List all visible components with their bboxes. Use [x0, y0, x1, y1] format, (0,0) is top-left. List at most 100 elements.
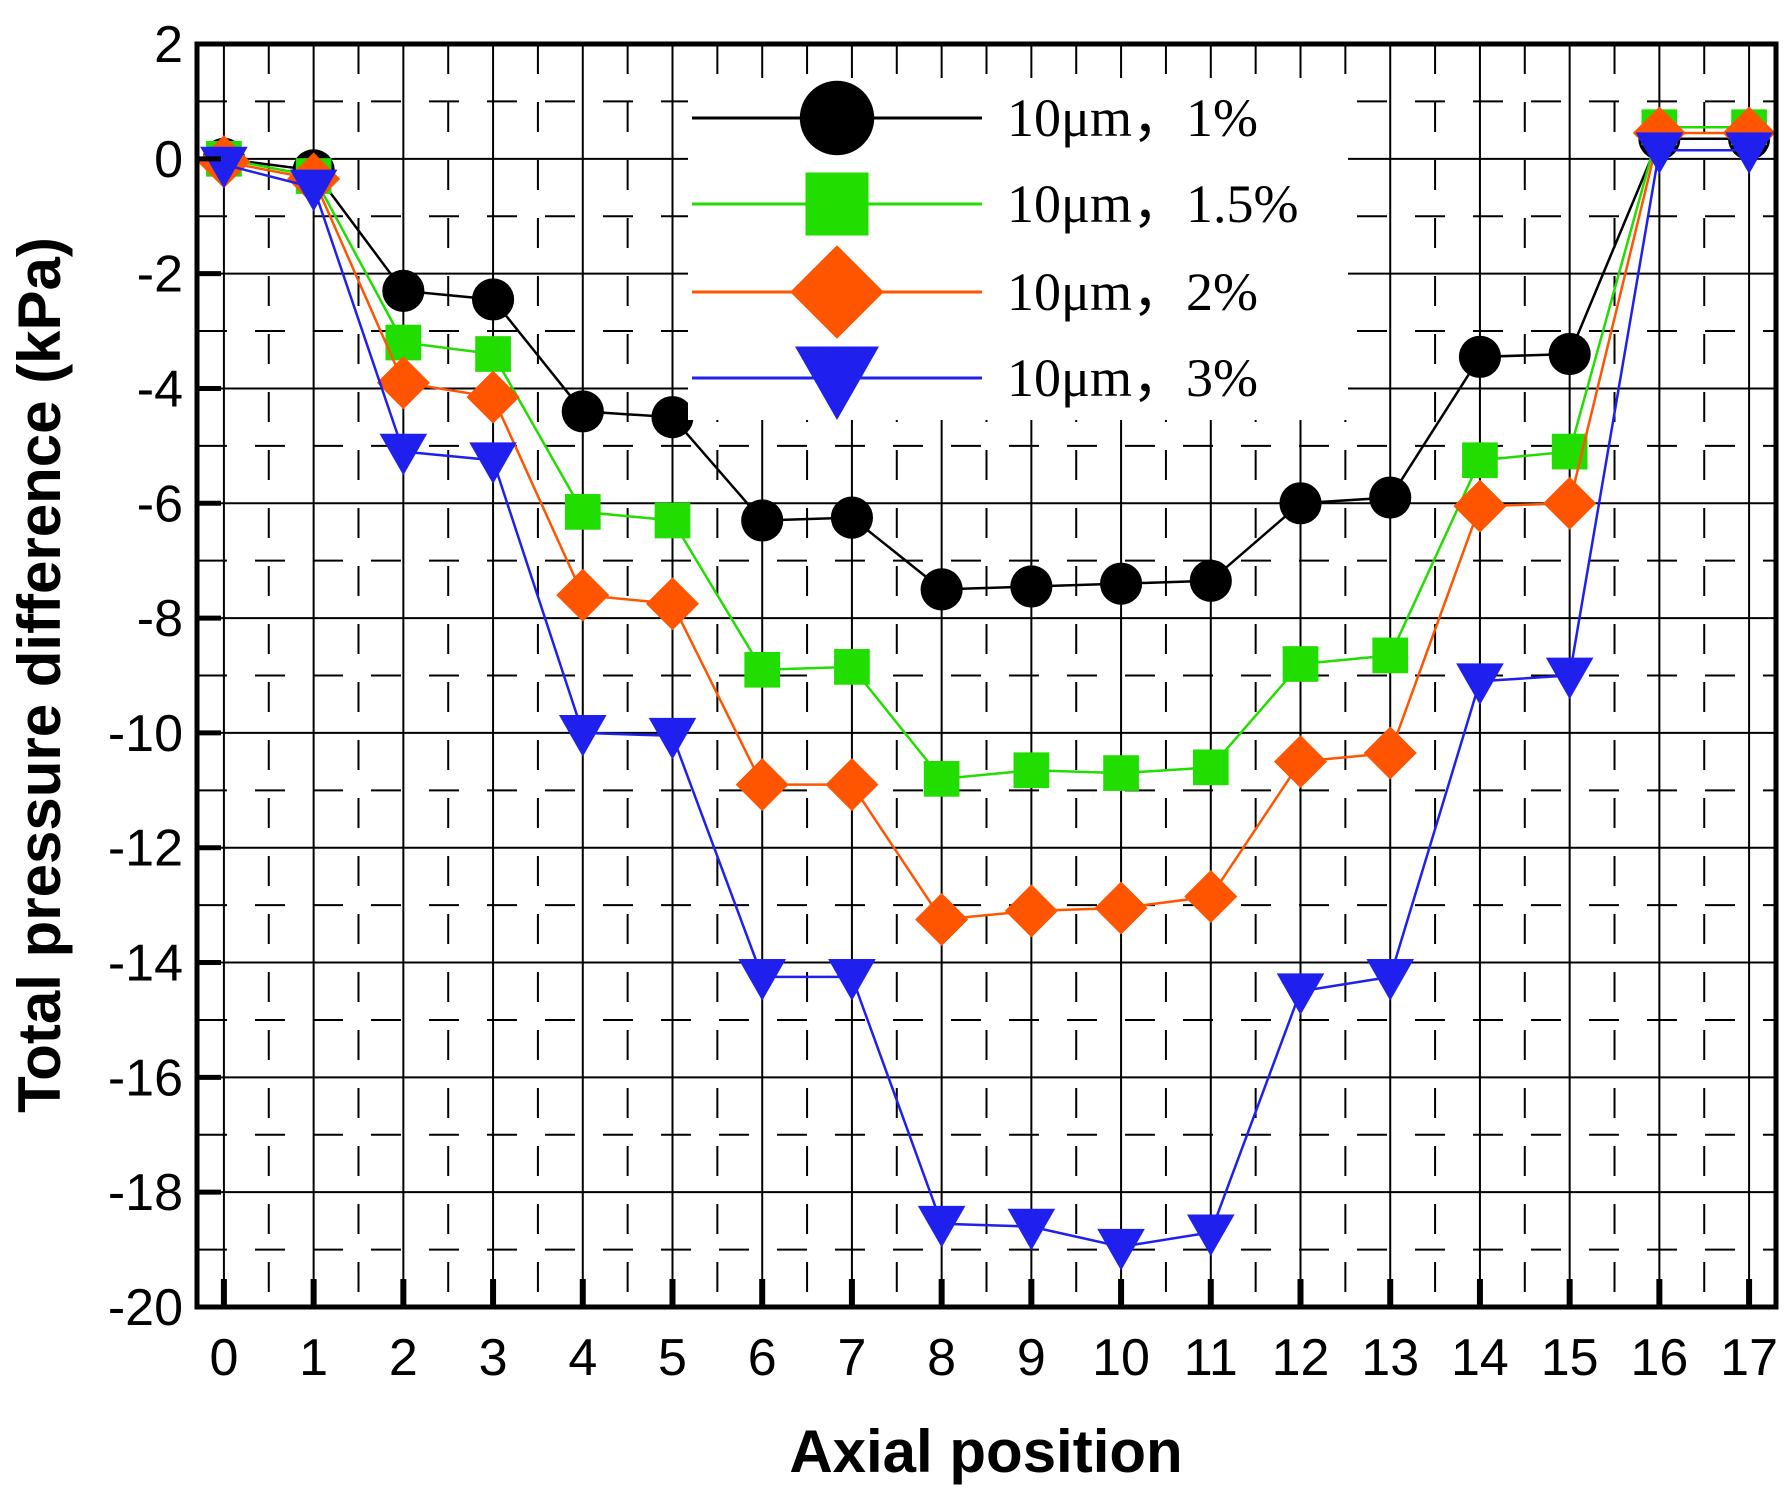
x-tick-label: 4 [568, 1329, 597, 1387]
axes: 0 1 2 3 4 5 6 7 8 9 10 11 12 13 14 15 16 1720-2-4-6-8-10-… [108, 16, 1778, 1387]
x-tick-label: 8 [927, 1329, 956, 1387]
x-tick-label: 11 [1184, 1329, 1238, 1387]
data-point [1007, 1208, 1056, 1251]
legend-background [688, 78, 1348, 420]
y-tick-label: -14 [108, 935, 183, 993]
data-point [1372, 637, 1409, 674]
data-point [471, 278, 515, 321]
data-point [1186, 1214, 1235, 1257]
data-point [1184, 870, 1238, 924]
data-point [475, 336, 511, 372]
y-tick-label: -2 [137, 246, 183, 304]
data-point [1273, 735, 1328, 789]
data-point [1458, 335, 1502, 378]
data-point [1462, 442, 1498, 479]
data-point [648, 717, 697, 760]
data-point [466, 370, 520, 424]
data-point [1279, 482, 1322, 525]
series-line [223, 148, 1750, 1248]
x-tick-label: 2 [389, 1329, 418, 1387]
data-point [828, 959, 876, 1001]
data-point [1013, 752, 1050, 789]
y-axis-title: Total pressure difference (kPa) [6, 237, 73, 1113]
data-point [915, 892, 969, 947]
data-point [1545, 657, 1594, 700]
data-point [564, 494, 601, 530]
legend-label: 10μm，1.5% [1007, 174, 1298, 234]
data-point [830, 496, 874, 539]
y-tick-label: -16 [108, 1049, 183, 1107]
data-point [1004, 884, 1058, 938]
plot-frame [194, 41, 1779, 1310]
data-point [561, 390, 604, 433]
x-tick-label: 7 [837, 1329, 866, 1387]
data-point [556, 568, 610, 622]
data-point [1635, 132, 1684, 175]
x-tick-label: 15 [1541, 1329, 1599, 1387]
data-point [1366, 959, 1415, 1001]
legend-label: 10μm，3% [1007, 348, 1258, 408]
x-tick-label: 10 [1092, 1329, 1150, 1387]
data-point [1363, 726, 1417, 780]
x-tick-label: 6 [748, 1329, 777, 1387]
x-tick-label: 3 [479, 1329, 508, 1387]
series-4 [200, 132, 1773, 1271]
data-point [834, 649, 870, 685]
data-point [376, 356, 430, 410]
data-point [741, 499, 784, 542]
data-point [654, 502, 691, 539]
data-point [825, 758, 879, 812]
x-tick-label: 16 [1630, 1329, 1688, 1387]
data-point [382, 269, 425, 312]
x-tick-label: 9 [1017, 1329, 1046, 1387]
y-tick-label: -8 [137, 590, 183, 648]
data-point [1543, 476, 1597, 530]
x-axis-title: Axial position [789, 1418, 1182, 1485]
x-tick-label: 5 [658, 1329, 687, 1387]
data-point [1548, 332, 1591, 376]
data-point [738, 959, 787, 1001]
data-point [744, 651, 781, 688]
data-point [917, 1205, 966, 1248]
legend-marker [799, 80, 875, 156]
y-tick-label: -18 [108, 1164, 183, 1222]
data-point [1189, 559, 1232, 602]
data-point [651, 396, 694, 439]
y-tick-label: 0 [154, 131, 183, 189]
y-tick-label: -10 [108, 705, 183, 763]
x-tick-label: 1 [299, 1329, 328, 1387]
x-tick-label: 13 [1361, 1329, 1419, 1387]
data-point [1099, 562, 1143, 605]
data-point [1725, 132, 1773, 175]
legend: 10μm，1% 10μm，1.5% 10μm，2% 10μm，3% [688, 78, 1348, 420]
x-tick-label: 17 [1720, 1329, 1778, 1387]
x-tick-label: 0 [209, 1329, 238, 1387]
data-point [379, 433, 428, 476]
data-point [1369, 476, 1412, 519]
data-point [289, 169, 338, 212]
y-tick-label: -6 [137, 475, 183, 533]
y-tick-label: -4 [137, 360, 183, 418]
data-point [1192, 749, 1229, 786]
legend-label: 10μm，1% [1007, 88, 1258, 148]
data-point [1453, 479, 1507, 533]
data-point [558, 715, 607, 757]
y-tick-label: 2 [154, 16, 183, 74]
data-point [1010, 565, 1053, 608]
data-point [735, 758, 789, 812]
legend-marker [805, 172, 869, 236]
y-tick-label: -20 [108, 1279, 183, 1337]
series-3 [197, 106, 1776, 947]
data-point [1276, 973, 1325, 1016]
x-tick-label: 12 [1272, 1329, 1330, 1387]
data-point [1103, 755, 1139, 791]
legend-marker [790, 245, 884, 339]
legend-marker [795, 346, 879, 420]
legend-label: 10μm，2% [1007, 262, 1258, 322]
data-point [920, 568, 963, 611]
data-point [469, 442, 517, 485]
data-point [1282, 646, 1319, 682]
y-tick-label: -12 [108, 820, 183, 878]
